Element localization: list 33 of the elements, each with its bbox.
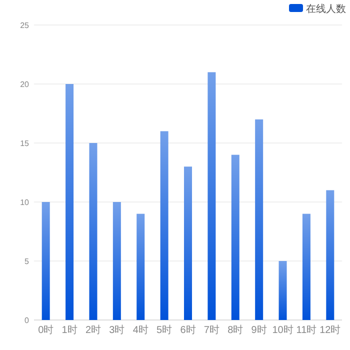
- bar: [42, 202, 50, 320]
- legend-label: 在线人数: [306, 3, 346, 15]
- x-tick-label: 0时: [38, 324, 54, 336]
- x-tick-label: 12时: [320, 324, 341, 336]
- y-tick-label: 25: [20, 21, 30, 30]
- bar: [184, 166, 192, 320]
- x-tick-label: 9时: [251, 324, 267, 336]
- x-tick-label: 5时: [156, 324, 172, 336]
- y-tick-label: 0: [24, 316, 30, 325]
- x-tick-label: 2时: [85, 324, 102, 336]
- x-tick-label: 1时: [62, 324, 78, 336]
- x-tick-label: 10时: [272, 324, 294, 336]
- bar: [231, 154, 240, 320]
- x-tick-label: 3时: [109, 324, 125, 336]
- bar: [160, 131, 168, 320]
- bar: [302, 214, 310, 320]
- bar: [136, 214, 145, 320]
- bar: [66, 84, 74, 320]
- x-tick-label: 8时: [228, 324, 244, 336]
- x-tick-label: 6时: [180, 324, 196, 336]
- bar: [278, 261, 287, 320]
- bar: [255, 119, 264, 320]
- y-tick-label: 15: [20, 139, 30, 148]
- y-tick-label: 20: [20, 80, 30, 89]
- bar: [326, 190, 334, 320]
- x-tick-label: 4时: [132, 324, 148, 336]
- bar: [208, 72, 216, 320]
- bar: [112, 202, 121, 320]
- bar: [89, 143, 98, 320]
- x-tick-label: 7时: [204, 324, 220, 336]
- y-tick-label: 10: [20, 198, 30, 207]
- y-tick-label: 5: [24, 257, 30, 266]
- x-tick-label: 11时: [296, 324, 317, 336]
